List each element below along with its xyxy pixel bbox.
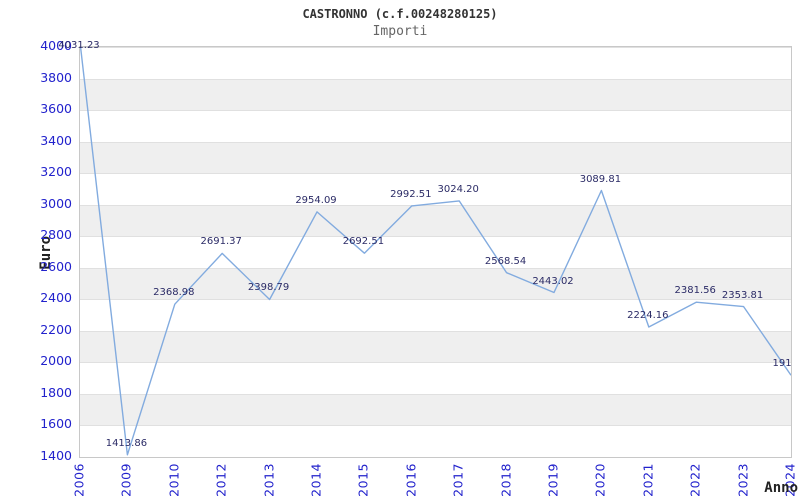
grid-band [80,425,791,457]
grid-band [80,204,791,237]
y-tick-label: 3200 [40,164,72,180]
grid-band [80,267,791,300]
grid-band [80,110,791,142]
y-tick-label: 2400 [40,290,72,306]
grid-band [80,236,791,268]
grid-band [80,78,791,111]
x-tick-label: 2018 [498,463,514,497]
x-tick-label: 2009 [118,463,134,497]
x-tick-label: 2022 [687,463,703,497]
grid-band [80,330,791,363]
x-tick-label: 2010 [166,463,182,497]
x-tick-label: 2013 [261,463,277,497]
x-tick-label: 2019 [545,463,561,497]
x-tick-label: 2006 [71,463,87,497]
y-tick-label: 1800 [40,384,72,400]
x-tick-label: 2012 [213,463,229,497]
gridline [80,425,791,427]
gridline [80,330,791,332]
gridline [80,47,791,48]
gridline [80,267,791,269]
gridline [80,141,791,143]
x-tick-label: 2014 [308,463,324,497]
y-tick-label: 2600 [40,258,72,274]
grid-band [80,362,791,394]
grid-band [80,141,791,174]
y-tick-label: 2200 [40,321,72,337]
gridline [80,173,791,175]
grid-band [80,393,791,426]
y-tick-label: 4000 [40,38,72,53]
gridline [80,110,791,112]
chart-title: CASTRONNO (c.f.00248280125) [302,7,498,21]
gridline [80,393,791,395]
x-tick-label: 2015 [355,463,371,497]
y-tick-label: 2000 [40,353,72,369]
x-axis-title: Anno [764,480,798,496]
x-tick-label: 2023 [735,463,751,497]
y-tick-label: 3800 [40,69,72,85]
x-tick-label: 2021 [640,463,656,497]
gridline [80,78,791,80]
series-line [80,47,791,456]
grid-band [80,173,791,205]
y-tick-label: 3400 [40,132,72,148]
x-tick-label: 2016 [403,463,419,497]
x-tick-label: 2020 [592,463,608,497]
gridline [80,299,791,301]
y-tick-label: 3000 [40,195,72,211]
x-tick-label: 2017 [450,463,466,497]
y-tick-label: 2800 [40,227,72,243]
gridline [80,457,791,458]
y-tick-label: 3600 [40,101,72,117]
y-tick-label: 1600 [40,416,72,432]
y-tick-label: 1400 [40,448,72,463]
series-line-canvas [80,47,791,456]
gridline [80,236,791,238]
chart-subtitle: Importi [372,24,428,39]
grid-band [80,47,791,79]
gridline [80,204,791,206]
plot-area [79,46,792,458]
gridline [80,362,791,364]
